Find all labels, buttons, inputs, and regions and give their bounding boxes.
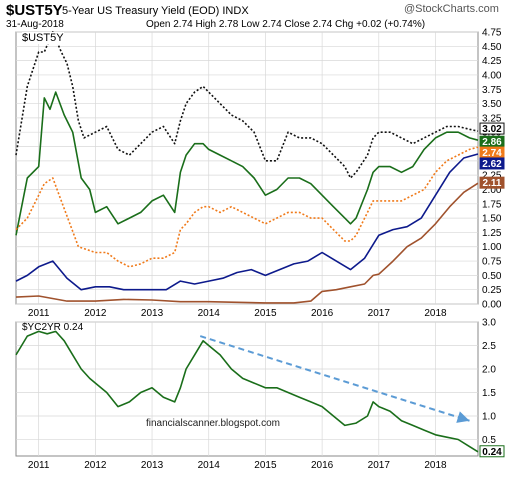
- chart-subtitle: 5-Year US Treasury Yield (EOD) INDX: [62, 5, 249, 17]
- y-tick-label: 4.25: [482, 56, 502, 67]
- y-tick-label: 2.25: [482, 171, 502, 182]
- y-tick-label: 0.25: [482, 285, 502, 296]
- series-line-1: [15, 91, 479, 236]
- last-value-label: 2.74: [482, 148, 502, 159]
- series-line-4: [15, 182, 479, 304]
- y-tick-label: 2.00: [482, 185, 502, 196]
- y-tick-label: 2.0: [482, 365, 496, 376]
- top-panel-series: [15, 31, 479, 304]
- y-tick-label: 1.5: [482, 388, 496, 399]
- x-tick-label: 2016: [311, 308, 334, 319]
- x-tick-label: 2011: [28, 460, 50, 471]
- panel-frame: [15, 321, 479, 457]
- bottom-panel-title: $YC2YR 0.24: [22, 322, 84, 333]
- y-tick-label: 3.25: [482, 113, 502, 124]
- chart-symbol: $UST5Y: [6, 2, 63, 19]
- top-panel-last-values: 3.02 2.862.742.62 2.11: [479, 122, 505, 189]
- x-tick-label: 2015: [254, 308, 277, 319]
- trend-arrow-head: [456, 411, 470, 423]
- y-tick-label: 1.75: [482, 199, 502, 210]
- x-tick-label: 2017: [368, 308, 391, 319]
- y-tick-label: 3.50: [482, 99, 502, 110]
- y-tick-label: 1.00: [482, 242, 502, 253]
- y-tick-label: 1.50: [482, 214, 502, 225]
- y-tick-label: 3.0: [482, 318, 496, 329]
- bottom-panel-axis: 0.5 1.0 1.5 2.0 2.5 3.0 2011 2012 2013 2014 2015 20…: [28, 318, 496, 472]
- series-line-0: [15, 330, 479, 453]
- top-panel-title: $UST5Y: [22, 32, 64, 44]
- x-tick-label: 2016: [311, 460, 334, 471]
- x-tick-label: 2012: [84, 460, 107, 471]
- bottom-panel-series: [15, 330, 479, 453]
- last-value-label: 2.62: [482, 159, 502, 170]
- series-line-2: [15, 146, 479, 268]
- top-panel-grid: [15, 31, 479, 305]
- x-tick-label: 2013: [141, 308, 164, 319]
- bottom-panel-last-values: 0.24: [479, 445, 505, 458]
- x-tick-label: 2017: [368, 460, 391, 471]
- y-tick-label: 0.00: [482, 300, 502, 311]
- x-tick-label: 2018: [424, 460, 447, 471]
- last-value-box: [479, 445, 505, 458]
- last-value-box: [479, 157, 505, 170]
- y-tick-label: 2.5: [482, 341, 496, 352]
- bottom-panel-grid: [15, 321, 479, 457]
- y-tick-label: 1.0: [482, 412, 496, 423]
- x-tick-label: 2014: [198, 460, 221, 471]
- x-tick-label: 2018: [424, 308, 447, 319]
- series-line-3: [15, 153, 479, 291]
- y-tick-label: 3.75: [482, 85, 502, 96]
- last-value-box: [479, 176, 505, 189]
- chart-date: 31-Aug-2018: [6, 19, 64, 30]
- last-value-label: 0.24: [482, 447, 502, 458]
- x-tick-label: 2014: [198, 308, 221, 319]
- x-tick-label: 2013: [141, 460, 164, 471]
- panel-frame: [15, 31, 479, 305]
- x-tick-label: 2015: [254, 460, 277, 471]
- y-tick-label: 4.75: [482, 28, 502, 39]
- brand-logo[interactable]: @StockCharts.com: [404, 3, 499, 15]
- y-tick-label: 0.5: [482, 435, 496, 446]
- x-tick-label: 2011: [28, 308, 50, 319]
- last-value-label: 2.86: [482, 137, 502, 148]
- last-value-label: 2.11: [483, 178, 502, 189]
- series-line-0: [15, 31, 479, 179]
- last-value-label: 3.02: [482, 124, 502, 135]
- ohlc-summary: Open 2.74 High 2.78 Low 2.74 Close 2.74 …: [146, 19, 426, 30]
- y-tick-label: 4.50: [482, 42, 502, 53]
- y-tick-label: 4.00: [482, 70, 502, 81]
- y-tick-label: 0.50: [482, 271, 502, 282]
- y-tick-label: 1.25: [482, 228, 502, 239]
- last-value-box: [479, 122, 505, 135]
- watermark-url: financialscanner.blogspot.com: [146, 418, 280, 429]
- y-tick-label: 0.75: [482, 257, 502, 268]
- x-tick-label: 2012: [84, 308, 107, 319]
- trend-arrow-line: [199, 335, 470, 422]
